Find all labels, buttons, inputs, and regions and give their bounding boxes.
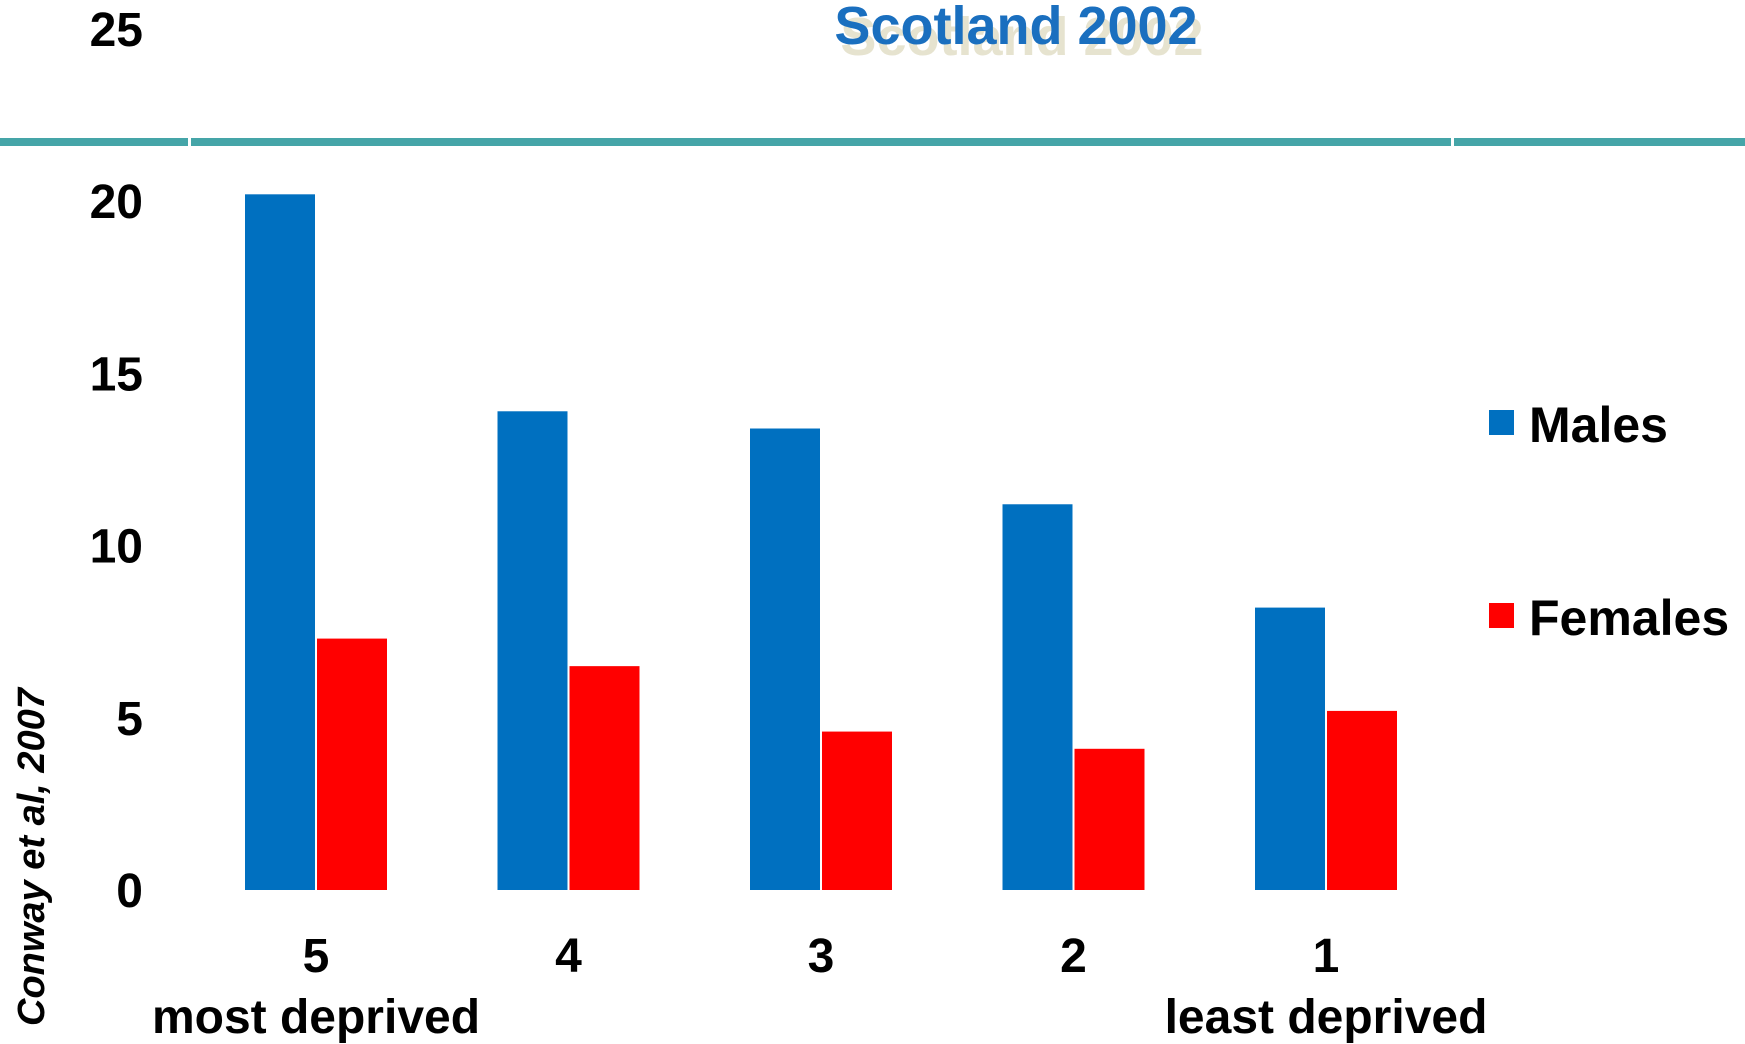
bar-females-1	[1327, 710, 1397, 890]
bar-males-2	[1002, 504, 1073, 890]
y-tick-label: 25	[90, 4, 143, 57]
x-tick-label: 1	[1313, 930, 1340, 983]
legend-label-females: Females	[1529, 590, 1729, 646]
source-credit: Conway et al, 2007	[11, 686, 53, 1026]
legend: Males Females	[1489, 397, 1729, 646]
legend-swatch-females	[1489, 603, 1514, 628]
bar-females-4	[569, 666, 640, 890]
divider-segment-middle	[191, 138, 1451, 146]
divider-segment-right	[1454, 138, 1745, 146]
chart-title: Scotland 2002	[834, 0, 1197, 56]
x-tick-label: 5	[303, 930, 330, 983]
y-tick-label: 15	[90, 348, 143, 401]
bar-females-3	[822, 731, 892, 890]
x-tick-label: 3	[808, 930, 835, 983]
divider-segment-left	[0, 138, 188, 146]
y-axis-ticks: 0 5 10 15 20 25	[90, 4, 143, 918]
legend-label-males: Males	[1529, 397, 1668, 453]
header-divider	[0, 138, 1745, 146]
y-tick-label: 0	[116, 865, 143, 918]
legend-swatch-males	[1489, 410, 1514, 435]
x-sublabel: least deprived	[1165, 991, 1488, 1044]
x-tick-label: 2	[1060, 930, 1087, 983]
bar-males-3	[750, 428, 820, 890]
chart-title-shadow: Scotland 2002	[840, 7, 1203, 67]
x-axis-ticks: 5 most deprived 4 3 2 1 least deprived	[152, 930, 1487, 1044]
y-tick-label: 5	[116, 693, 143, 746]
y-tick-label: 20	[90, 176, 143, 229]
bar-males-1	[1255, 607, 1325, 890]
bar-males-5	[245, 194, 315, 890]
bar-females-5	[317, 638, 387, 890]
bar-males-4	[497, 411, 568, 890]
bars	[245, 194, 1397, 890]
y-tick-label: 10	[90, 521, 143, 574]
bar-females-2	[1074, 748, 1145, 890]
x-tick-label: 4	[555, 930, 582, 983]
x-sublabel: most deprived	[152, 991, 480, 1044]
